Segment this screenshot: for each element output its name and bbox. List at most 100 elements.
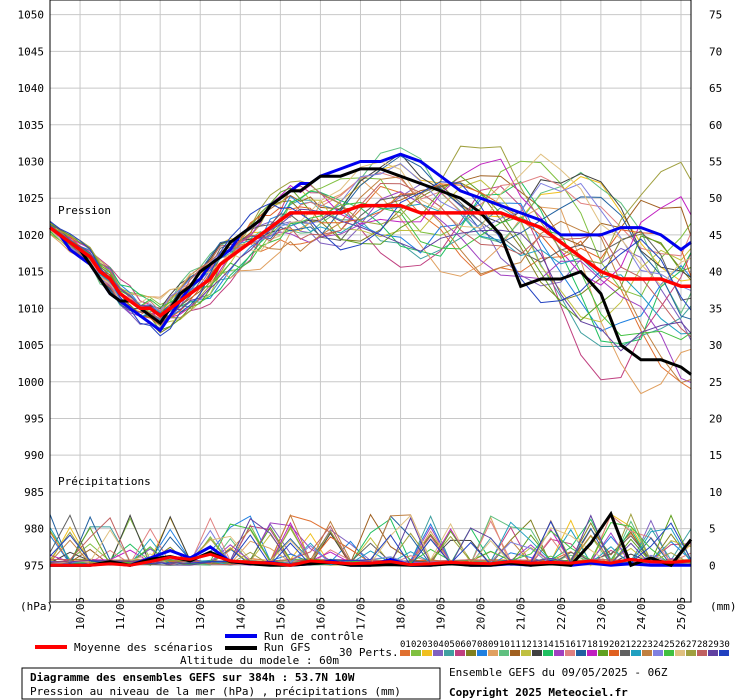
- member-legend-swatch: [719, 650, 729, 656]
- member-precip-line: [49, 514, 691, 566]
- member-legend-label: 28: [697, 640, 708, 650]
- date-tick-label: 14/05: [234, 597, 247, 630]
- member-legend-swatch: [532, 650, 542, 656]
- member-legend-label: 22: [631, 640, 642, 650]
- member-legend-label: 15: [554, 640, 565, 650]
- legend-perts-label: 30 Perts.: [339, 646, 399, 659]
- date-axis: 10/05 11/05 12/05 13/05 14/05 15/05 16/05 17/05…: [74, 597, 688, 630]
- member-legend-swatch: [598, 650, 608, 656]
- member-legend-label: 09: [488, 640, 499, 650]
- date-tick-label: 22/05: [555, 597, 568, 630]
- member-legend-label: 07: [466, 640, 477, 650]
- pressure-tick-label: 1045: [18, 45, 45, 58]
- mean-pressure-line: [48, 203, 691, 318]
- member-pressure-line: [49, 155, 692, 320]
- member-legend-swatch: [477, 650, 487, 656]
- member-legend-label: 11: [510, 640, 521, 650]
- legend-control-label: Run de contrôle: [264, 630, 363, 643]
- member-legend-swatch: [708, 650, 718, 656]
- precip-tick-label: 60: [709, 119, 722, 132]
- member-legend-swatch: [554, 650, 564, 656]
- pressure-tick-label: 1020: [18, 229, 45, 242]
- member-legend-label: 06: [455, 640, 466, 650]
- member-legend-label: 26: [675, 640, 686, 650]
- member-legend-label: 25: [664, 640, 675, 650]
- member-legend-swatch: [664, 650, 674, 656]
- member-pressure-line: [49, 191, 692, 384]
- member-legend: 01 02 03 04 05 06 07 08 09 10 11 12 13 14 15 16 17 18 19 20…: [400, 640, 730, 656]
- member-legend-label: 03: [422, 640, 433, 650]
- member-legend-label: 12: [521, 640, 532, 650]
- highlight-series: [48, 152, 693, 568]
- member-legend-swatch: [433, 650, 443, 656]
- member-legend-label: 18: [587, 640, 598, 650]
- date-tick-label: 23/05: [595, 597, 608, 630]
- precip-tick-label: 70: [709, 45, 722, 58]
- pressure-tick-label: 1050: [18, 9, 45, 22]
- date-tick-label: 10/05: [74, 597, 87, 630]
- pressure-tick-label: 1035: [18, 119, 45, 132]
- precip-tick-label: 5: [709, 523, 716, 536]
- member-legend-swatch: [565, 650, 575, 656]
- member-legend-swatch: [675, 650, 685, 656]
- member-legend-swatch: [411, 650, 421, 656]
- member-legend-swatch: [697, 650, 707, 656]
- pressure-tick-label: 995: [24, 412, 44, 425]
- altitude-label: Altitude du modele : 60m: [180, 654, 339, 667]
- legend: Moyenne des scénarios Run de contrôle Ru…: [35, 630, 730, 667]
- member-legend-swatch: [686, 650, 696, 656]
- member-precip-line: [49, 513, 692, 566]
- member-legend-label: 14: [543, 640, 554, 650]
- date-tick-label: 16/05: [314, 597, 327, 630]
- footer-title: Diagramme des ensembles GEFS sur 384h : …: [30, 671, 355, 684]
- copyright: Copyright 2025 Meteociel.fr: [449, 686, 628, 699]
- pressure-tick-label: 1030: [18, 156, 45, 169]
- member-legend-label: 21: [620, 640, 631, 650]
- precip-tick-label: 30: [709, 339, 722, 352]
- run-info: Ensemble GEFS du 09/05/2025 - 06Z: [449, 666, 668, 679]
- precip-tick-label: 55: [709, 156, 722, 169]
- member-legend-label: 05: [444, 640, 455, 650]
- member-legend-label: 10: [499, 640, 510, 650]
- member-legend-swatch: [466, 650, 476, 656]
- gfs-pressure-line: [49, 167, 692, 376]
- member-legend-label: 16: [565, 640, 576, 650]
- gfs-precip-line: [50, 510, 693, 568]
- precip-tick-label: 45: [709, 229, 722, 242]
- precip-tick-label: 65: [709, 82, 722, 95]
- member-legend-label: 23: [642, 640, 653, 650]
- member-legend-swatch: [455, 650, 465, 656]
- right-axis-unit: (mm): [710, 600, 737, 613]
- member-legend-swatch: [576, 650, 586, 656]
- legend-mean-label: Moyenne des scénarios: [74, 641, 213, 654]
- pressure-tick-label: 1010: [18, 302, 45, 315]
- legend-gfs-label: Run GFS: [264, 641, 310, 654]
- pressure-axis: 1050 1045 1040 1035 1030 1025 1020 1015 1010 1005…: [18, 9, 45, 573]
- member-legend-swatch: [631, 650, 641, 656]
- label-precipitations: Précipitations: [58, 475, 151, 488]
- member-legend-swatch: [444, 650, 454, 656]
- member-legend-label: 29: [708, 640, 719, 650]
- member-legend-swatch: [609, 650, 619, 656]
- member-legend-label: 24: [653, 640, 664, 650]
- pressure-tick-label: 975: [24, 559, 44, 572]
- pressure-tick-label: 1000: [18, 376, 45, 389]
- member-legend-swatch: [510, 650, 520, 656]
- date-tick-label: 17/05: [354, 597, 367, 630]
- member-legend-swatch: [499, 650, 509, 656]
- date-tick-label: 19/05: [435, 597, 448, 630]
- pressure-tick-label: 1015: [18, 266, 45, 279]
- date-tick-label: 20/05: [475, 597, 488, 630]
- member-legend-swatch: [521, 650, 531, 656]
- date-tick-label: 25/05: [675, 597, 688, 630]
- member-pressure-line: [49, 195, 692, 332]
- pressure-tick-label: 1040: [18, 82, 45, 95]
- member-legend-label: 20: [609, 640, 620, 650]
- member-pressure-line: [49, 208, 692, 352]
- pressure-tick-label: 980: [24, 523, 44, 536]
- left-axis-unit: (hPa): [20, 600, 53, 613]
- date-tick-label: 15/05: [274, 597, 287, 630]
- precip-tick-label: 75: [709, 9, 722, 22]
